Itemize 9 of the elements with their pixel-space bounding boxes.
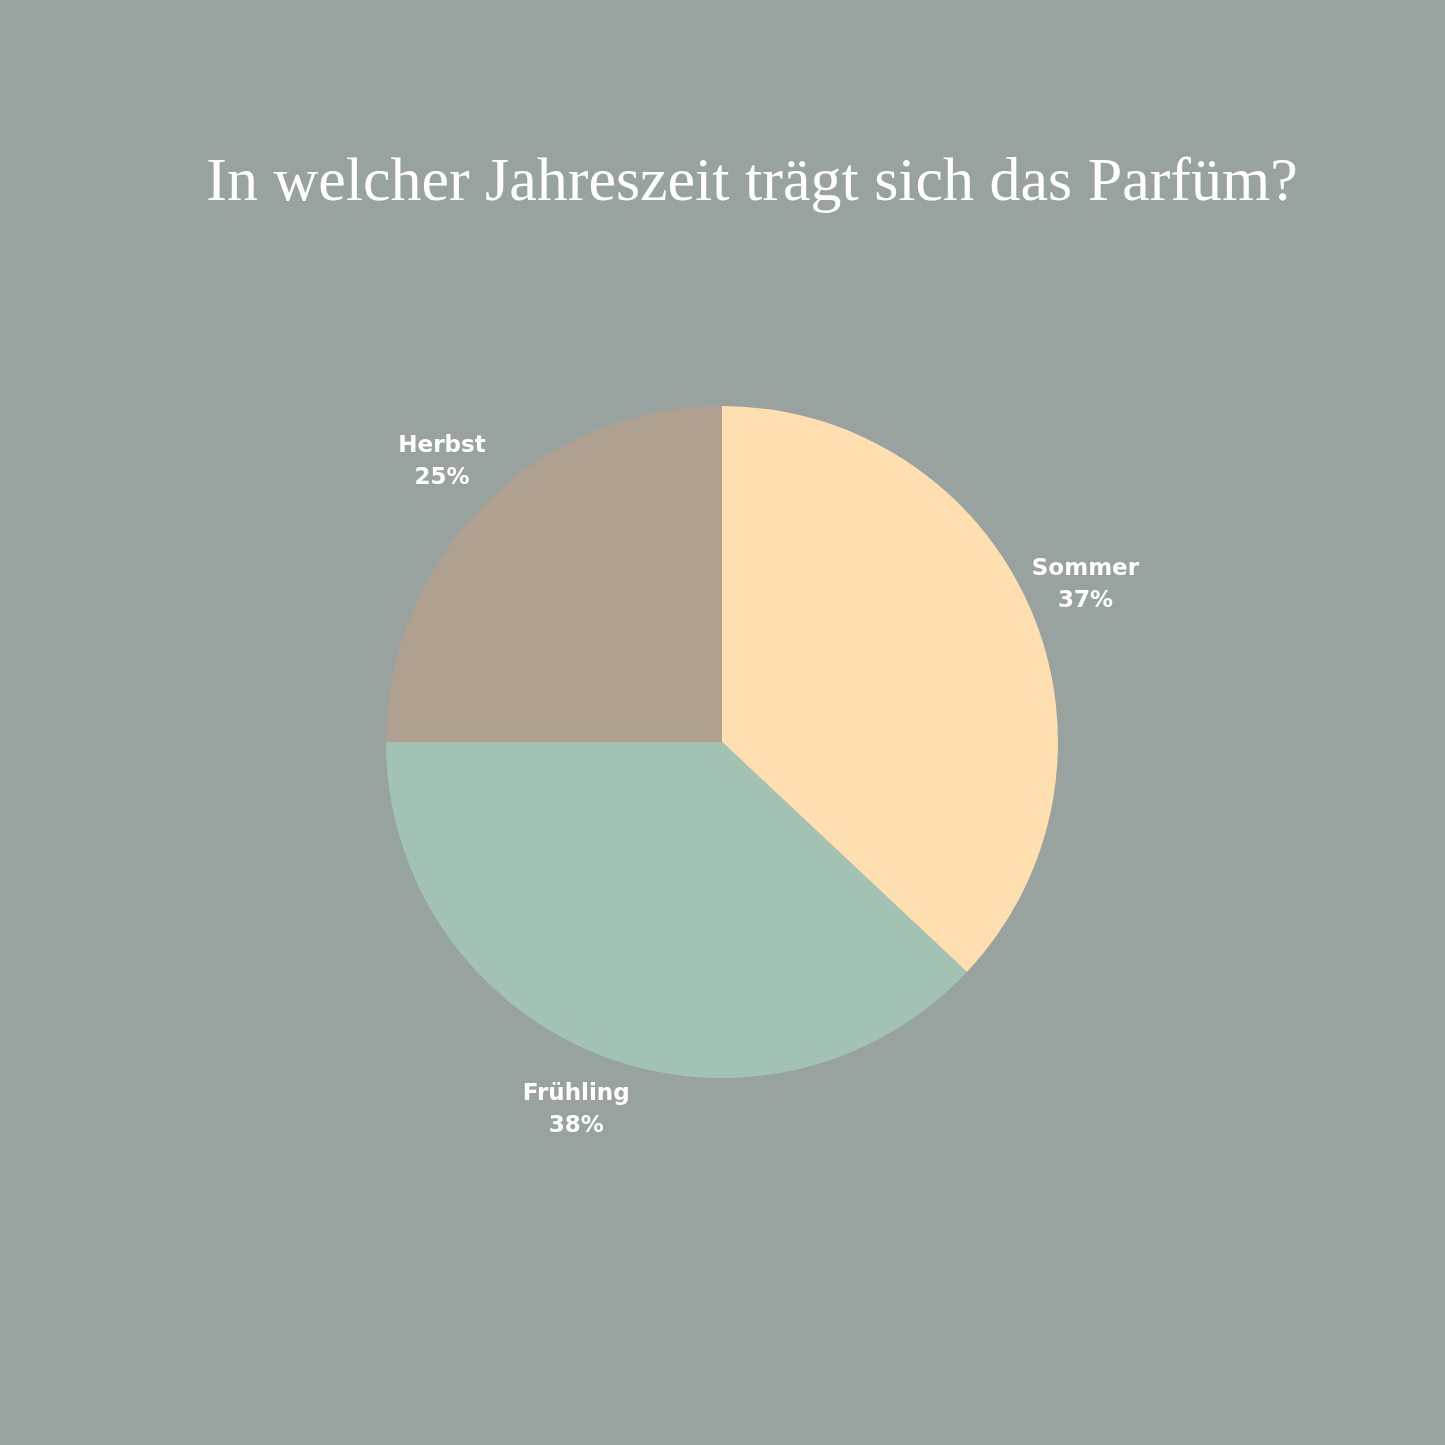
slice-label: Herbst — [398, 430, 486, 457]
chart-title: In welcher Jahreszeit trägt sich das Parfüm? — [206, 145, 1298, 213]
data-label: 38% — [548, 1111, 604, 1138]
data-label: 25% — [414, 462, 470, 489]
pie-slice — [386, 742, 967, 1078]
pie-slice — [386, 406, 722, 742]
data-label: 37% — [1057, 585, 1113, 612]
slice-label: Frühling — [522, 1079, 630, 1106]
slice-label: Sommer — [1031, 553, 1140, 580]
